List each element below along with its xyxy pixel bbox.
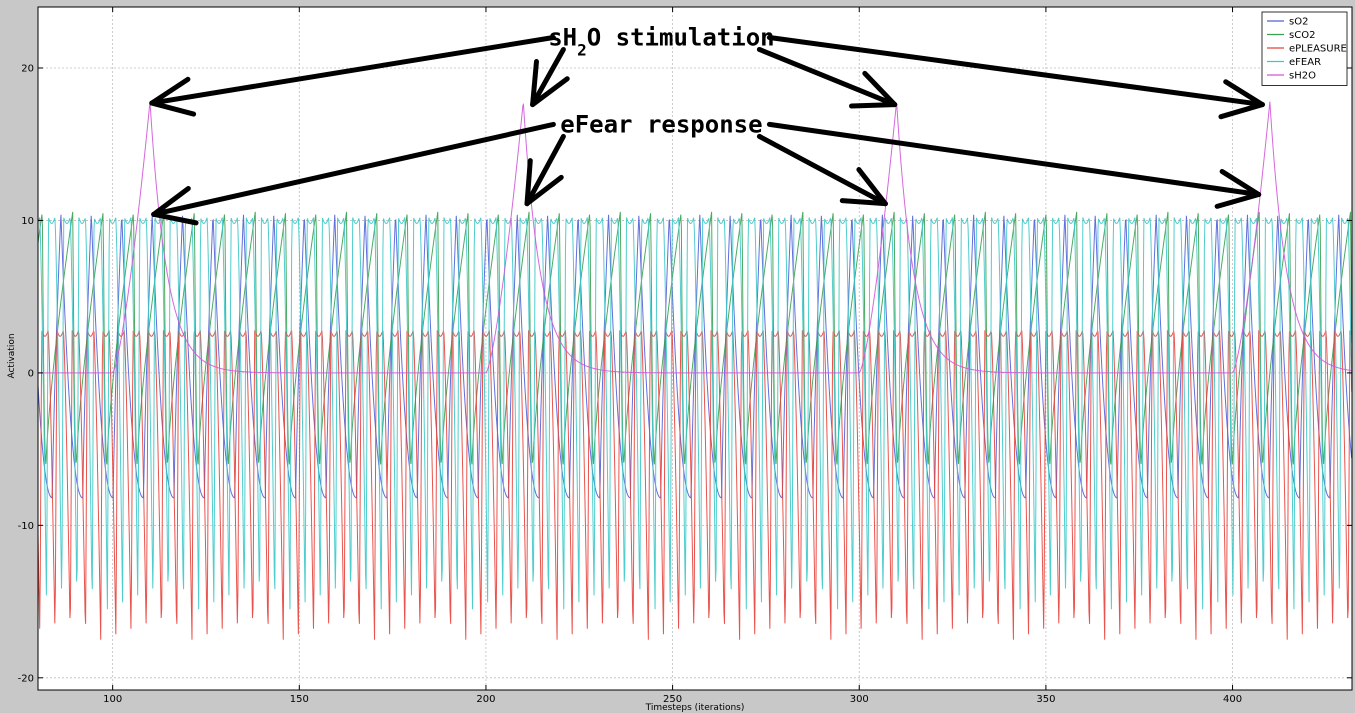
annotation-arrow-shaft bbox=[756, 46, 898, 108]
x-tick-label: 350 bbox=[1036, 694, 1055, 705]
legend-label-sco2: sCO2 bbox=[1289, 30, 1315, 41]
legend-label-so2: sO2 bbox=[1289, 17, 1308, 28]
y-tick-label: 10 bbox=[21, 216, 34, 227]
annotation-arrow-head bbox=[849, 102, 898, 109]
y-axis-label: Activation bbox=[7, 333, 17, 378]
annotation-label-part: 2 bbox=[577, 40, 587, 59]
annotation-arrow-head bbox=[1223, 79, 1265, 108]
x-tick-label: 100 bbox=[103, 694, 122, 705]
annotation-label-part: O stimulation bbox=[587, 23, 775, 51]
annotation-arrow-head bbox=[1219, 168, 1262, 198]
annotation-arrow-head bbox=[151, 211, 199, 226]
annotation-label-0: sH2O stimulation bbox=[548, 23, 774, 59]
legend-label-epleasure: ePLEASURE bbox=[1289, 44, 1347, 55]
series-line-so2 bbox=[37, 214, 1353, 499]
annotation-arrow-shaft bbox=[151, 121, 556, 217]
annotation-arrow-shaft bbox=[766, 34, 1265, 108]
annotation-arrow-shaft bbox=[149, 34, 556, 106]
annotation-arrow-head bbox=[1214, 192, 1262, 209]
annotation-arrow-head bbox=[862, 70, 898, 108]
annotation-arrow-head bbox=[149, 76, 191, 106]
series-line-sco2 bbox=[37, 211, 1353, 465]
annotation-arrow-head bbox=[530, 76, 570, 108]
annotations: sH2O stimulation eFear response bbox=[149, 23, 1265, 226]
legend: sO2 sCO2 ePLEASURE eFEAR sH2O bbox=[1261, 11, 1348, 86]
annotation-arrow-shaft bbox=[530, 46, 566, 108]
annotation-label-1: eFear response bbox=[560, 110, 762, 138]
legend-label-sh2o: sH2O bbox=[1289, 71, 1316, 82]
x-axis-label: Timesteps (iterations) bbox=[645, 703, 745, 713]
annotation-arrow-head bbox=[524, 174, 564, 207]
series-lines bbox=[37, 101, 1353, 640]
annotation-arrow-shaft bbox=[766, 121, 1262, 198]
y-tick-label: -10 bbox=[18, 521, 34, 532]
annotation-arrow-shaft bbox=[524, 133, 566, 207]
y-tick-label: -20 bbox=[18, 673, 34, 684]
annotation-arrow-shaft bbox=[756, 133, 888, 207]
y-tick-label: 20 bbox=[21, 63, 34, 74]
axis-ticks: 100 150 200 250 300 350 400 -20 -10 0 10 20 bbox=[18, 7, 1352, 705]
annotation-arrow-head bbox=[524, 158, 533, 207]
annotation-arrow-head bbox=[1218, 102, 1265, 120]
annotation-label-part: eFear response bbox=[560, 110, 762, 138]
legend-box bbox=[1261, 11, 1348, 86]
legend-label-efear: eFEAR bbox=[1289, 57, 1321, 68]
y-tick-label: 0 bbox=[28, 368, 34, 379]
series-line-efear bbox=[37, 217, 1353, 610]
annotation-arrow-head bbox=[856, 167, 888, 207]
plot-frame bbox=[37, 6, 1353, 691]
x-tick-label: 300 bbox=[850, 694, 869, 705]
x-tick-label: 200 bbox=[476, 694, 495, 705]
annotation-arrow-head bbox=[839, 198, 888, 207]
x-tick-label: 150 bbox=[290, 694, 309, 705]
annotation-arrow-head bbox=[149, 100, 197, 117]
annotation-arrow-head bbox=[151, 185, 191, 217]
annotation-arrow-head bbox=[530, 59, 539, 108]
series-line-sh2o bbox=[38, 101, 1352, 374]
x-tick-label: 250 bbox=[663, 694, 682, 705]
series-line-epleasure bbox=[37, 329, 1353, 640]
x-tick-label: 400 bbox=[1223, 694, 1242, 705]
